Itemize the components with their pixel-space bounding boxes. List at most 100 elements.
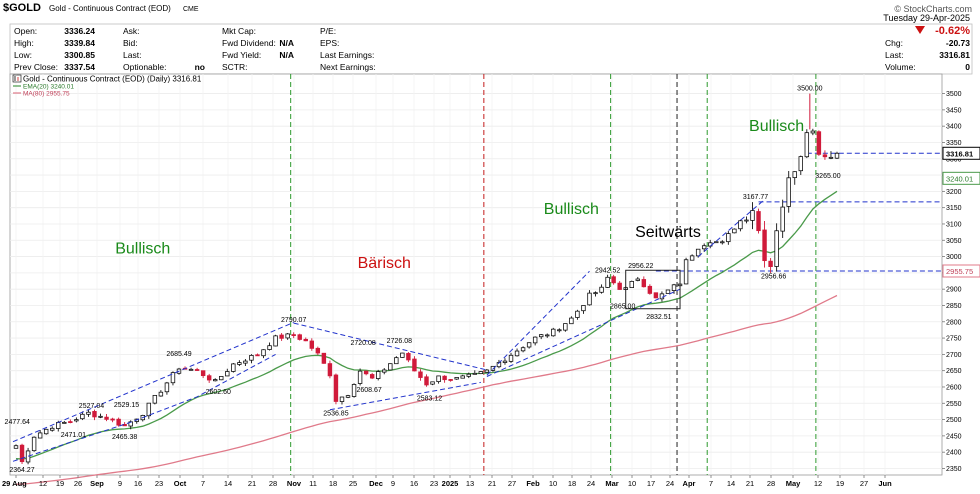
x-tick-label: 9 (391, 479, 395, 488)
annotation-label: 2790.07 (281, 317, 306, 324)
y-tick-label: 2700 (946, 352, 962, 359)
candle-body (792, 171, 797, 179)
y-tick-label: 3150 (946, 205, 962, 212)
field-label-quote_fields-2: Low: (14, 50, 32, 60)
field-label-fund_fields-2: Fwd Yield: (222, 50, 261, 60)
annotation-label: 2477.64 (5, 419, 30, 426)
candle-body (412, 358, 417, 372)
candle-body (581, 305, 586, 312)
candle-body (605, 276, 610, 288)
x-tick-label: 21 (488, 479, 496, 488)
consolidation-rect (625, 269, 681, 310)
candle-body (418, 371, 423, 378)
candle-body (255, 354, 260, 357)
candle-body (291, 334, 296, 337)
candle-body (671, 284, 677, 291)
y-tick-label: 3200 (946, 189, 962, 196)
candle-body (526, 342, 532, 348)
candle-body (19, 444, 25, 463)
candle-body (436, 375, 441, 383)
candle-body (25, 450, 31, 463)
price-tag-label: 2955.75 (946, 267, 973, 276)
candle-body (327, 363, 333, 377)
candle-body (104, 416, 109, 420)
x-tick-label: 9 (118, 479, 122, 488)
price-tag-label: 3316.81 (946, 149, 973, 158)
field-label-mid_fields-1: Bid: (123, 38, 138, 48)
candle-body (315, 347, 321, 354)
candle-body (279, 334, 284, 339)
candle-body (762, 229, 767, 262)
candle-body (569, 317, 574, 325)
y-tick-label: 2450 (946, 433, 962, 440)
x-tick-label: Mar (605, 479, 618, 488)
chg-label: Chg: (885, 38, 903, 48)
annotation-label: 2942.52 (595, 267, 620, 274)
candle-body (575, 310, 580, 318)
x-tick-label: 28 (767, 479, 775, 488)
field-value-fund_fields-1: N/A (279, 38, 294, 48)
candle-body (110, 418, 115, 421)
candle-body (50, 427, 55, 431)
y-tick-label: 2400 (946, 450, 962, 457)
field-label-mid_fields-2: Last: (123, 50, 141, 60)
candle-body (653, 292, 659, 299)
candle-body (303, 338, 308, 342)
x-tick-label: 12 (39, 479, 47, 488)
y-tick-label: 3100 (946, 221, 962, 228)
candle-body (641, 279, 647, 288)
candle-body (490, 365, 496, 371)
legend-price: Gold - Continuous Contract (EOD) (Daily)… (23, 75, 202, 84)
trendline (697, 199, 765, 257)
candle-body (406, 353, 411, 361)
x-tick-label: 24 (587, 479, 595, 488)
annotation-label: 2832.51 (646, 314, 671, 321)
candle-body (231, 363, 236, 372)
candle-body (502, 360, 508, 363)
x-tick-label: 24 (666, 479, 674, 488)
field-label-earn_fields-2: Last Earnings: (320, 50, 374, 60)
candle-body (617, 282, 622, 290)
candle-body (514, 350, 520, 357)
x-tick-label: Dec (369, 479, 383, 488)
field-label-earn_fields-0: P/E: (320, 26, 336, 36)
price-tag-label: 3240.01 (946, 174, 973, 183)
field-label-quote_fields-3: Prev Close: (14, 62, 58, 72)
x-tick-label: 23 (155, 479, 163, 488)
candle-body (683, 259, 689, 285)
x-tick-label: 13 (466, 479, 474, 488)
candle-body (768, 260, 773, 268)
candle-body (158, 391, 164, 397)
x-tick-label: 17 (647, 479, 655, 488)
candle-body (551, 328, 556, 337)
candle-body (828, 156, 834, 159)
candle-body (593, 292, 598, 295)
candle-body (756, 211, 761, 232)
candle-body (345, 395, 351, 398)
field-label-mid_fields-3: Optionable: (123, 62, 166, 72)
x-tick-label: 16 (134, 479, 142, 488)
field-value-quote_fields-1: 3339.84 (64, 38, 95, 48)
x-tick-label: 10 (628, 479, 636, 488)
candle-body (786, 177, 791, 207)
phase-labels: Bullisch Bärisch Bullisch Seitwärts Bullisch (115, 118, 804, 272)
candle-body (810, 130, 816, 134)
annotation-label: 3500.00 (797, 86, 822, 93)
trendline (486, 288, 681, 377)
x-tick-label: Oct (174, 479, 187, 488)
change-percent: -0.62% (935, 25, 970, 37)
candle-body (164, 382, 170, 393)
candle-body (86, 411, 91, 415)
ema20-path (15, 190, 838, 460)
y-tick-label: 3050 (946, 238, 962, 245)
trendline (293, 322, 488, 371)
field-label-fund_fields-3: SCTR: (222, 62, 248, 72)
y-tick-label: 2800 (946, 319, 962, 326)
candle-body (92, 411, 97, 418)
candle-body (780, 206, 785, 232)
annotation-label: 2471.01 (61, 432, 86, 439)
chg-value: -20.73 (946, 38, 970, 48)
candle-body (297, 334, 302, 340)
annotation-label: 2956.22 (628, 263, 653, 270)
candle-body (665, 289, 671, 294)
